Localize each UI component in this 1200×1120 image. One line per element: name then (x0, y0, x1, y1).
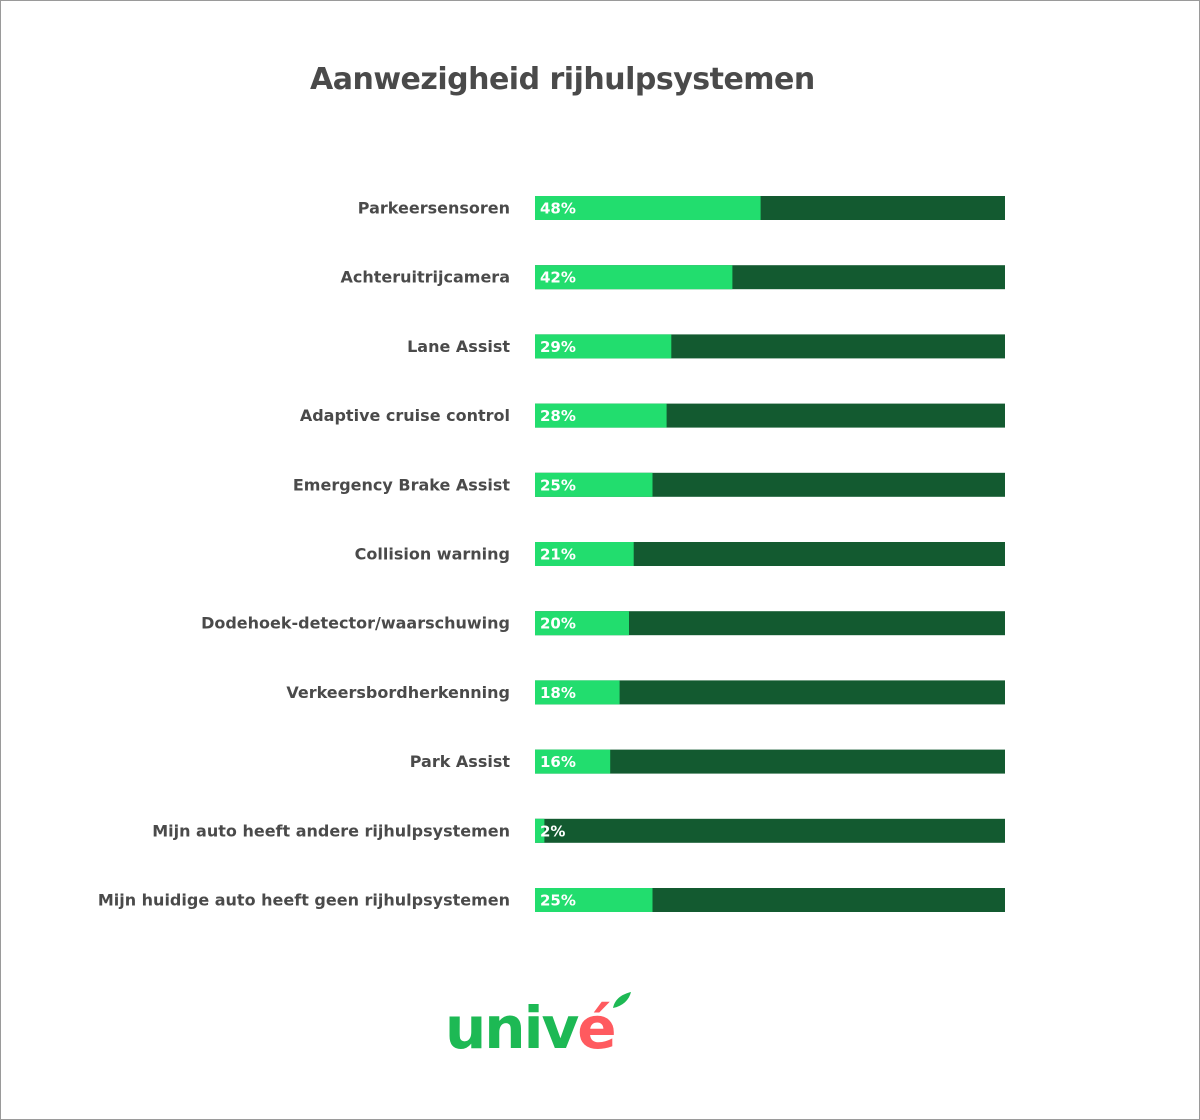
value-label: 25% (540, 892, 576, 910)
value-label: 28% (540, 407, 576, 425)
value-label: 16% (540, 753, 576, 771)
category-label: Dodehoek-detector/waarschuwing (201, 614, 510, 633)
category-label: Collision warning (355, 545, 510, 564)
value-label: 42% (540, 269, 576, 287)
bar-value (535, 542, 634, 566)
bar-value (535, 611, 629, 636)
value-label: 25% (540, 476, 576, 494)
bar-value (535, 403, 667, 428)
bar-value (535, 334, 672, 359)
bar-value (535, 680, 620, 705)
category-label: Adaptive cruise control (300, 406, 510, 425)
unive-logo: univé (445, 992, 631, 1060)
category-label: Mijn auto heeft andere rijhulpsystemen (152, 821, 510, 840)
bar-value (535, 888, 653, 912)
category-label: Mijn huidige auto heeft geen rijhulpsyst… (98, 891, 510, 910)
value-label: 20% (540, 615, 576, 633)
category-label: Park Assist (410, 752, 511, 771)
bar-remainder (535, 818, 1005, 843)
bar-value (535, 749, 611, 774)
category-label: Parkeersensoren (358, 199, 510, 218)
bar-remainder (535, 749, 1005, 774)
bar-value (535, 472, 653, 497)
leaf-icon (613, 992, 631, 1008)
value-label: 21% (540, 546, 576, 564)
value-label: 2% (540, 822, 565, 840)
category-label: Lane Assist (407, 337, 510, 356)
logo-text-red: é (577, 994, 614, 1060)
logo-text-green: univ (445, 994, 578, 1060)
category-label: Verkeersbordherkenning (286, 683, 510, 702)
category-label: Achteruitrijcamera (340, 268, 510, 287)
svg-text:univé: univé (445, 994, 615, 1060)
category-label: Emergency Brake Assist (293, 475, 510, 494)
bar-value (535, 818, 545, 843)
bar-value (535, 265, 733, 290)
bar-value (535, 196, 761, 220)
chart-title: Aanwezigheid rijhulpsystemen (310, 62, 815, 97)
value-label: 29% (540, 338, 576, 356)
value-label: 48% (540, 200, 576, 218)
value-label: 18% (540, 684, 576, 702)
